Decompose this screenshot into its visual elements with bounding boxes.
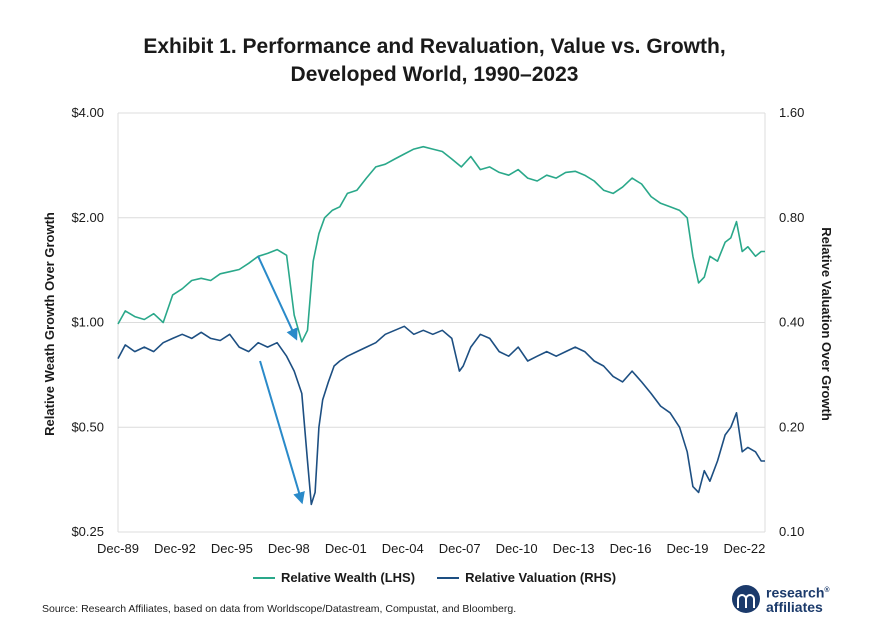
right-tick-label: 0.80 <box>779 210 804 225</box>
right-tick-label: 0.40 <box>779 315 804 330</box>
x-tick-label: Dec-22 <box>723 541 765 556</box>
chart-title-line2: Developed World, 1990–2023 <box>290 63 579 86</box>
left-tick-label: $0.50 <box>71 419 104 434</box>
right-tick-label: 0.10 <box>779 524 804 539</box>
left-axis-ticks: $0.25 $0.50 $1.00 $2.00 $4.00 <box>71 105 104 539</box>
x-tick-label: Dec-19 <box>667 541 709 556</box>
logo-line2: affiliates <box>766 598 823 615</box>
right-axis-ticks: 0.10 0.20 0.40 0.80 1.60 <box>779 105 804 539</box>
research-affiliates-logo: research® affiliates <box>732 584 830 614</box>
x-tick-label: Dec-07 <box>439 541 481 556</box>
right-tick-label: 1.60 <box>779 105 804 120</box>
right-tick-label: 0.20 <box>779 419 804 434</box>
x-tick-label: Dec-01 <box>325 541 367 556</box>
logo-line1: research <box>766 584 825 601</box>
chart-title-line1: Exhibit 1. Performance and Revaluation, … <box>143 35 726 58</box>
left-tick-label: $0.25 <box>71 524 104 539</box>
logo-text: research® affiliates <box>766 584 830 614</box>
series-line-valuation <box>117 325 765 506</box>
x-tick-label: Dec-98 <box>268 541 310 556</box>
source-note: Source: Research Affiliates, based on da… <box>42 603 517 615</box>
legend-label-wealth: Relative Wealth (LHS) <box>280 570 416 585</box>
legend-label-valuation: Relative Valuation (RHS) <box>465 570 617 585</box>
logo-mark-icon <box>732 584 760 613</box>
right-axis-title: Relative Valuation Over Growth <box>819 227 834 421</box>
series-line-wealth <box>117 145 765 343</box>
left-axis-title: Relative Weath Growth Over Growth <box>42 212 57 436</box>
legend-item-valuation: Relative Valuation (RHS) <box>437 570 616 585</box>
annotation-arrow-0 <box>257 255 298 341</box>
logo-registered-mark: ® <box>824 587 830 594</box>
legend-item-wealth: Relative Wealth (LHS) <box>252 570 416 585</box>
legend-swatch-wealth <box>252 576 275 579</box>
left-tick-label: $1.00 <box>71 315 104 330</box>
x-tick-label: Dec-10 <box>496 541 538 556</box>
x-axis-ticks: Dec-89 Dec-92 Dec-95 Dec-98 Dec-01 Dec-04 Dec-… <box>97 541 765 556</box>
chart-title: Exhibit 1. Performance and Revaluation, … <box>0 33 869 89</box>
x-tick-label: Dec-92 <box>154 541 196 556</box>
grid-lines <box>118 112 765 533</box>
left-tick-label: $2.00 <box>71 210 104 225</box>
annotation-arrow-1 <box>259 360 305 505</box>
x-tick-label: Dec-89 <box>97 541 139 556</box>
annotation-arrows <box>257 255 305 505</box>
x-tick-label: Dec-16 <box>610 541 652 556</box>
x-tick-label: Dec-95 <box>211 541 253 556</box>
series-lines <box>117 145 765 506</box>
x-tick-label: Dec-13 <box>553 541 595 556</box>
chart-legend: Relative Wealth (LHS) Relative Valuation… <box>0 570 869 585</box>
x-tick-label: Dec-04 <box>382 541 424 556</box>
legend-swatch-valuation <box>437 576 460 579</box>
left-tick-label: $4.00 <box>71 105 104 120</box>
